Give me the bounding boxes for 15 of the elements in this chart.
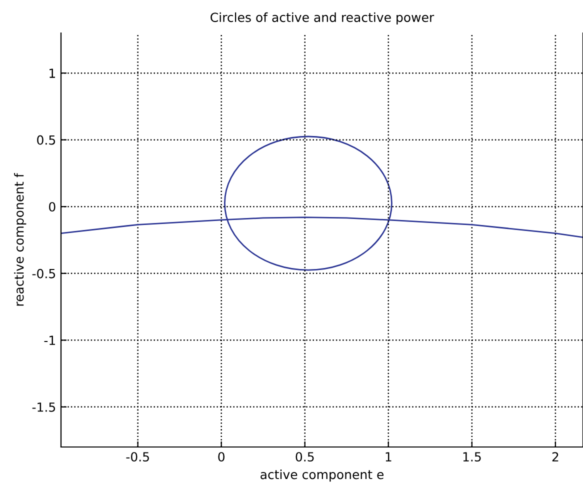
x-tick-label: 1 [386,452,392,462]
x-axis-title: active component e [260,470,384,482]
y-tick-label: -1.5 [32,402,56,412]
y-tick-label: -1 [44,336,55,345]
y-axis-title: reactive component f [14,172,26,306]
y-tick-label: 1 [50,68,55,78]
x-tick-label: 0 [218,452,225,462]
x-tick-label: -0.5 [126,452,149,462]
y-tick-label: 0 [49,202,56,212]
x-tick-label: 1.5 [463,452,481,462]
y-tick-label: -0.5 [32,268,56,278]
x-tick-label: 2 [552,452,558,462]
x-tick-label: 0.5 [296,452,314,462]
chart-title: Circles of active and reactive power [210,12,434,24]
y-tick-label: 0.5 [37,135,56,145]
